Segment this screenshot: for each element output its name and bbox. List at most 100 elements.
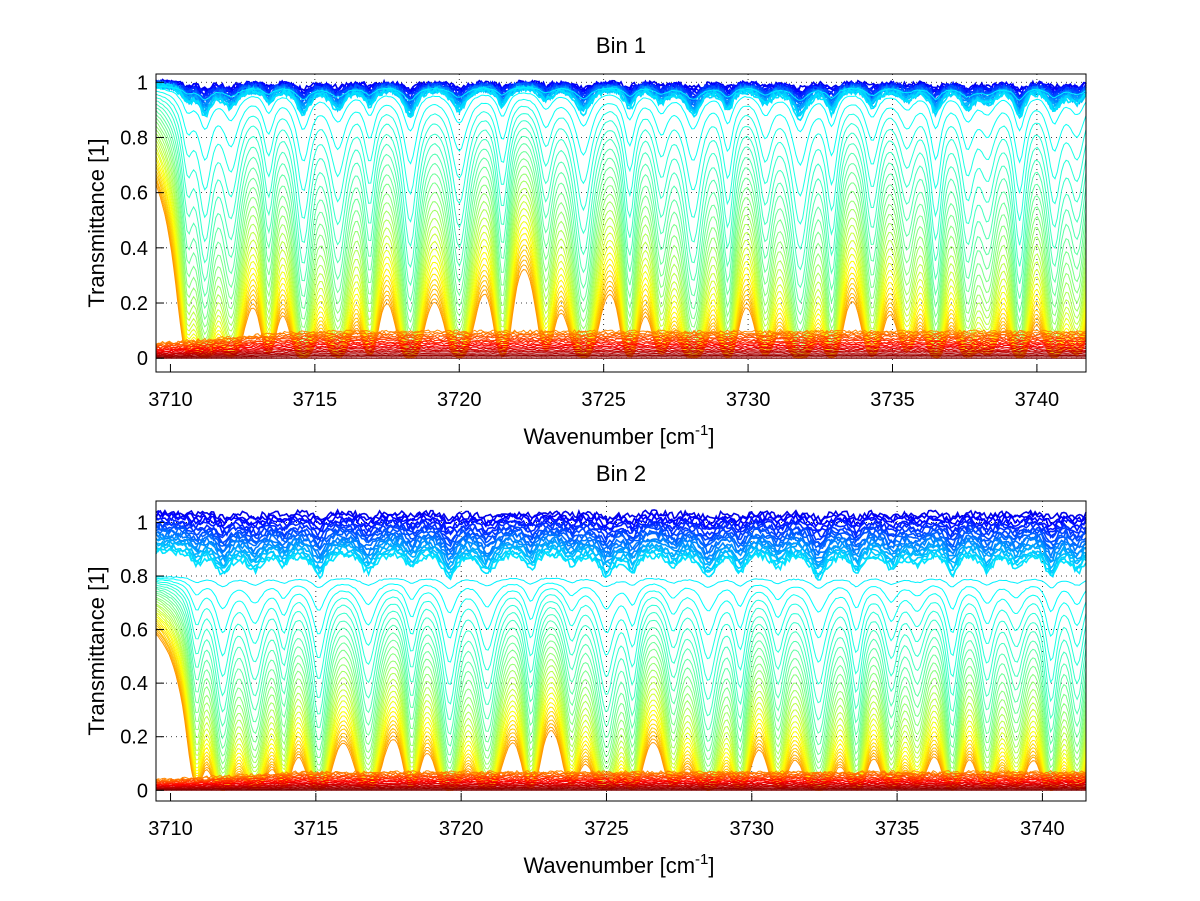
series-line — [155, 584, 1087, 705]
series-line — [155, 87, 1087, 133]
series-group — [155, 508, 1087, 792]
x-tick-label: 3740 — [1015, 389, 1060, 411]
y-tick-label: 0.8 — [120, 127, 148, 149]
series-line — [155, 526, 1087, 551]
y-tick-label: 0.2 — [120, 293, 148, 315]
series-line — [155, 508, 1087, 523]
y-tick-label: 0.6 — [120, 620, 148, 642]
series-line — [155, 577, 1087, 614]
series-line — [155, 586, 1087, 721]
series-line — [155, 616, 1087, 790]
series-line — [155, 110, 1087, 304]
chart-bin-2: Bin 2 3710 3715 3720 3725 3730 3735 3740 0 0.2 0.… — [84, 461, 1087, 878]
y-tick-label: 0.4 — [120, 673, 148, 695]
series-line — [155, 330, 1087, 346]
series-line — [155, 582, 1087, 685]
series-line — [155, 136, 1087, 350]
series-line — [155, 532, 1087, 563]
series-line — [155, 81, 1087, 117]
y-tick-label: 0.2 — [120, 727, 148, 749]
x-axis-label-main: Wavenumber [cm — [523, 853, 695, 878]
series-line — [155, 538, 1087, 571]
y-axis-label: Transmittance [1] — [84, 138, 109, 307]
series-line — [155, 580, 1087, 663]
series-line — [155, 613, 1087, 789]
series-line — [155, 607, 1087, 786]
y-tick-label: 0.8 — [120, 566, 148, 588]
series-line — [155, 592, 1087, 756]
x-tick-label: 3740 — [1020, 818, 1065, 840]
series-line — [155, 334, 1087, 348]
series-line — [155, 100, 1087, 251]
series-line — [155, 603, 1087, 782]
x-axis-label: Wavenumber [cm-1] — [523, 851, 714, 878]
x-tick-label: 3720 — [437, 389, 482, 411]
series-line — [155, 612, 1087, 788]
x-axis-label: Wavenumber [cm-1] — [523, 422, 714, 449]
series-group — [155, 78, 1087, 359]
series-line — [155, 350, 1087, 356]
series-line — [155, 344, 1087, 353]
x-tick-label: 3710 — [148, 389, 193, 411]
series-line — [155, 125, 1087, 339]
x-axis-label-sup: -1 — [695, 422, 708, 439]
y-axis-label: Transmittance [1] — [84, 566, 109, 735]
x-tick-label: 3730 — [726, 389, 771, 411]
axis-ticks: 3710 3715 3720 3725 3730 3735 3740 0 0.2 0.4 0.6 0.… — [120, 512, 1064, 840]
x-axis-label-sup: -1 — [695, 851, 708, 868]
series-line — [155, 513, 1087, 533]
series-line — [155, 596, 1087, 770]
x-tick-label: 3725 — [581, 389, 626, 411]
series-line — [155, 97, 1087, 225]
series-line — [155, 784, 1087, 789]
x-axis-label-end: ] — [708, 853, 714, 878]
series-line — [155, 103, 1087, 271]
series-line — [155, 352, 1087, 356]
series-line — [155, 90, 1087, 167]
x-tick-label: 3735 — [875, 818, 920, 840]
y-tick-label: 0 — [137, 348, 148, 370]
axis-ticks: 3710 3715 3720 3725 3730 3735 3740 0 0.2 0.4 0.6 0.… — [120, 72, 1059, 411]
series-line — [155, 346, 1086, 354]
series-line — [156, 787, 1086, 790]
series-line — [155, 601, 1087, 779]
x-axis-label-end: ] — [708, 424, 714, 449]
series-line — [155, 598, 1087, 775]
x-tick-label: 3720 — [439, 818, 484, 840]
series-line — [155, 117, 1087, 325]
series-line — [155, 356, 1087, 359]
series-line — [155, 512, 1087, 529]
chart-title: Bin 1 — [596, 33, 646, 58]
series-line — [155, 93, 1087, 197]
series-line — [155, 516, 1087, 536]
chart-title: Bin 2 — [596, 461, 646, 486]
series-line — [155, 524, 1087, 550]
series-line — [155, 588, 1087, 735]
series-line — [155, 85, 1087, 101]
x-tick-label: 3715 — [294, 818, 339, 840]
series-line — [155, 114, 1087, 316]
series-line — [155, 618, 1087, 790]
series-line — [155, 774, 1087, 785]
series-line — [155, 786, 1086, 790]
series-line — [155, 609, 1087, 787]
series-line — [155, 354, 1086, 358]
series-line — [155, 349, 1087, 355]
series-line — [155, 788, 1087, 791]
series-line — [155, 347, 1087, 354]
plot-frame — [155, 500, 1087, 802]
plot-frame — [155, 73, 1087, 373]
series-line — [155, 547, 1087, 581]
series-line — [155, 129, 1087, 344]
series-line — [155, 121, 1087, 333]
series-line — [155, 783, 1087, 789]
y-tick-label: 1 — [137, 512, 148, 534]
y-tick-label: 0.6 — [120, 183, 148, 205]
series-line — [155, 82, 1087, 122]
x-tick-label: 3725 — [584, 818, 629, 840]
series-line — [155, 78, 1087, 94]
series-line — [155, 340, 1087, 351]
y-tick-label: 1 — [137, 72, 148, 94]
series-line — [155, 107, 1087, 289]
series-line — [155, 339, 1087, 351]
